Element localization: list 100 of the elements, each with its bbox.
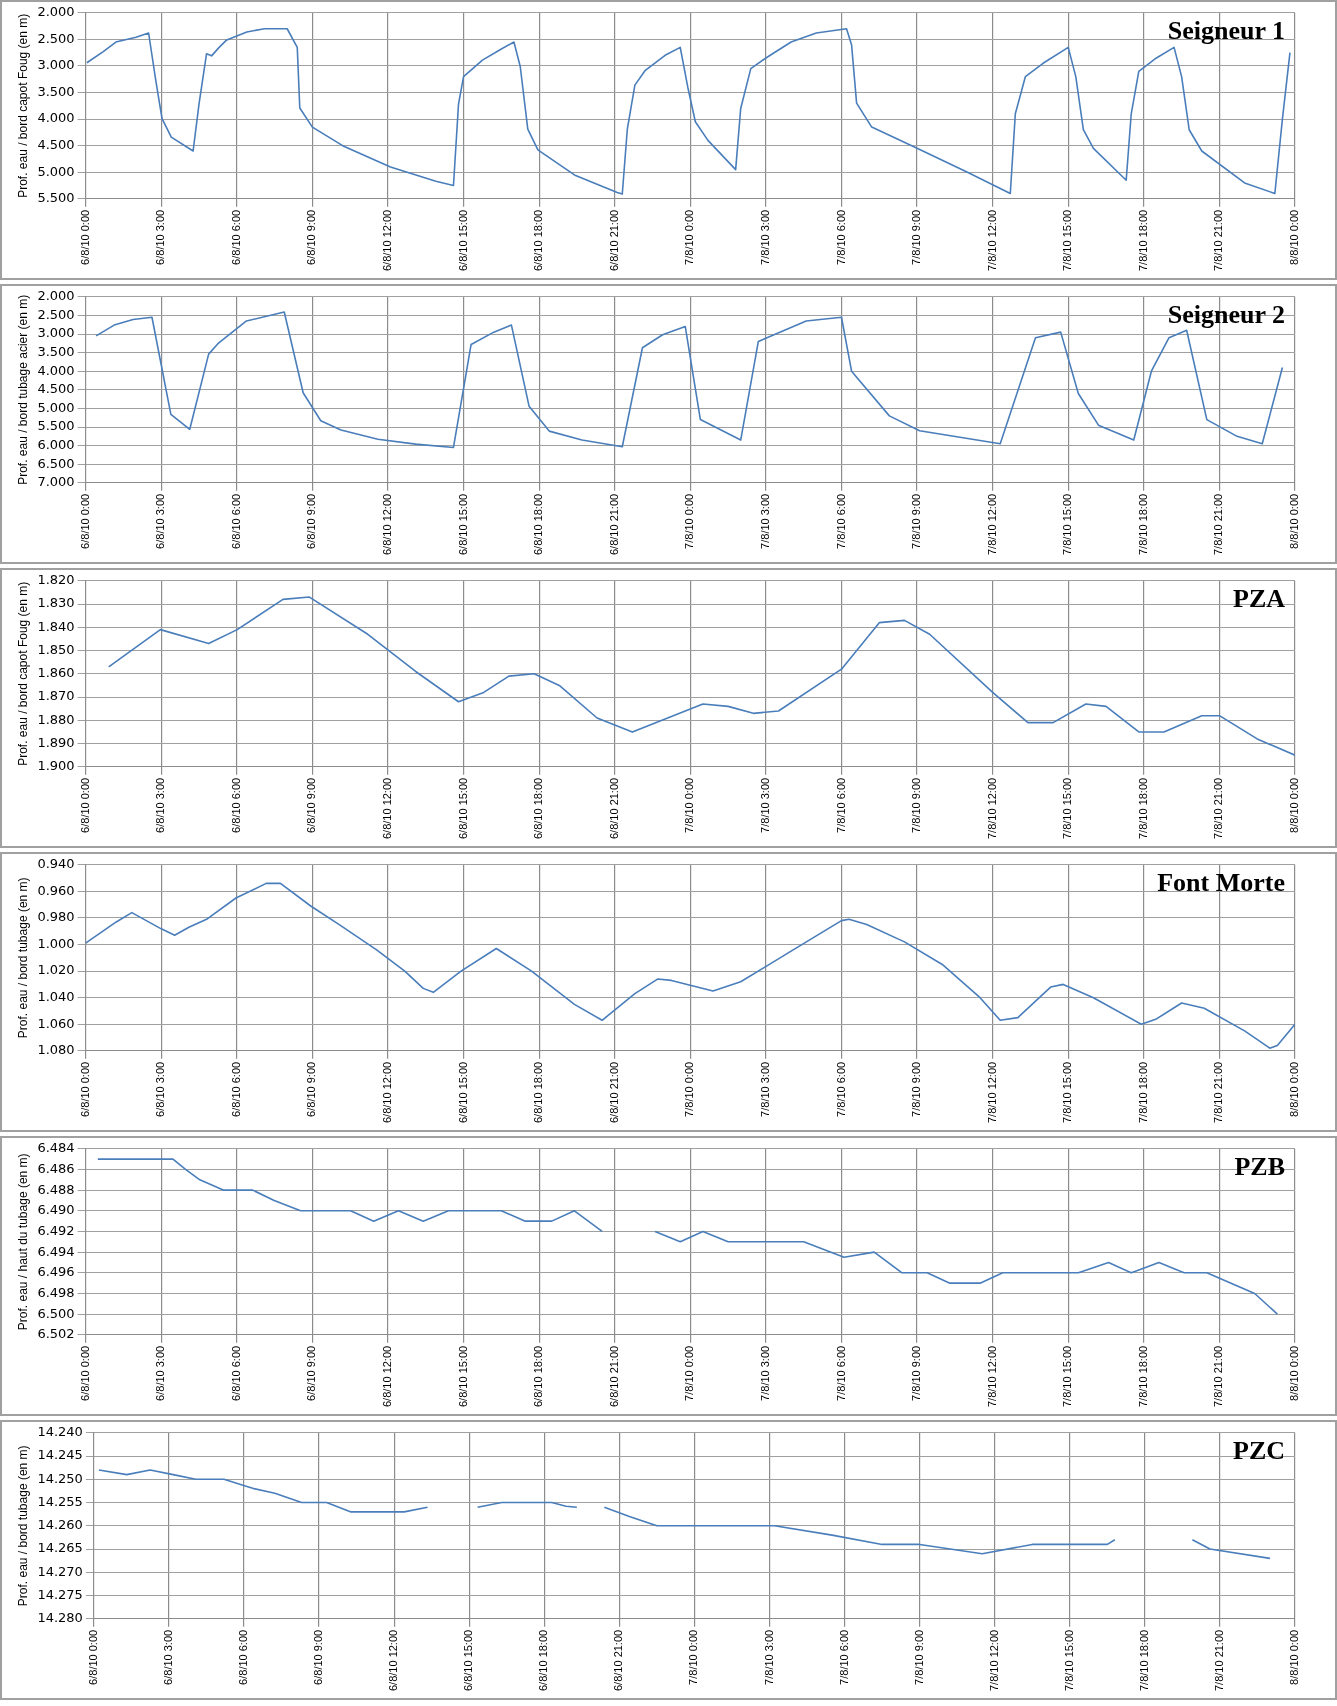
y-tick-label: 6.488 [37, 1181, 75, 1197]
x-tick-label: 7/8/10 18:00 [1137, 1629, 1150, 1692]
x-tick-label: 6/8/10 0:00 [78, 1061, 91, 1117]
y-axis-title: Prof. eau / bord capot Foug (en m) [15, 13, 30, 198]
chart-title: PZA [1233, 583, 1286, 613]
y-tick-label: 0.960 [37, 882, 75, 898]
x-tick-label: 6/8/10 21:00 [607, 493, 620, 556]
chart-title: Seigneur 1 [1167, 15, 1285, 45]
y-tick-label: 1.060 [37, 1015, 75, 1031]
x-tick-label: 7/8/10 18:00 [1136, 1061, 1149, 1124]
x-tick-label: 6/8/10 6:00 [237, 1629, 250, 1685]
y-tick-label: 1.820 [37, 572, 75, 588]
x-tick-label: 7/8/10 12:00 [985, 1345, 998, 1408]
y-tick-label: 14.280 [37, 1610, 83, 1626]
x-tick-label: 8/8/10 0:00 [1288, 493, 1301, 549]
y-tick-label: 14.275 [37, 1586, 83, 1602]
y-tick-label: 1.850 [37, 641, 75, 657]
x-tick-label: 6/8/10 9:00 [312, 1629, 325, 1685]
x-tick-label: 7/8/10 0:00 [683, 209, 696, 265]
x-tick-label: 6/8/10 9:00 [305, 1345, 318, 1401]
x-tick-label: 8/8/10 0:00 [1288, 1345, 1301, 1401]
x-tick-label: 8/8/10 0:00 [1288, 777, 1301, 833]
x-tick-label: 7/8/10 3:00 [762, 1629, 775, 1685]
y-tick-label: 6.498 [37, 1284, 75, 1300]
x-tick-label: 7/8/10 12:00 [985, 493, 998, 556]
y-tick-label: 4.500 [37, 381, 75, 397]
x-tick-label: 6/8/10 12:00 [387, 1629, 400, 1692]
y-tick-label: 0.940 [37, 856, 75, 872]
x-tick-label: 6/8/10 3:00 [161, 1629, 174, 1685]
x-tick-label: 6/8/10 0:00 [78, 1345, 91, 1401]
x-tick-label: 6/8/10 21:00 [607, 777, 620, 840]
y-axis-title: Prof. eau / bord tubage acier (en m) [15, 294, 30, 485]
y-axis-title: Prof. eau / bord tubage (en m) [15, 1445, 30, 1607]
y-tick-label: 7.000 [37, 474, 75, 490]
x-tick-label: 7/8/10 3:00 [758, 777, 771, 833]
y-tick-label: 0.980 [37, 909, 75, 925]
y-axis-title: Prof. eau / bord tubage (en m) [15, 877, 30, 1039]
x-tick-label: 6/8/10 18:00 [532, 1345, 545, 1408]
y-tick-label: 4.000 [37, 362, 75, 378]
x-tick-label: 7/8/10 15:00 [1061, 209, 1074, 272]
x-tick-label: 7/8/10 0:00 [683, 1345, 696, 1401]
y-tick-label: 14.240 [37, 1424, 83, 1440]
y-axis-title: Prof. eau / bord capot Foug (en m) [15, 581, 30, 766]
x-tick-label: 7/8/10 12:00 [985, 1061, 998, 1124]
x-tick-label: 6/8/10 9:00 [305, 209, 318, 265]
x-tick-label: 7/8/10 21:00 [1212, 1061, 1225, 1124]
x-tick-label: 6/8/10 3:00 [154, 209, 167, 265]
x-tick-label: 7/8/10 12:00 [985, 777, 998, 840]
y-tick-label: 6.500 [37, 455, 75, 471]
y-tick-label: 6.490 [37, 1202, 75, 1218]
y-tick-label: 4.500 [37, 137, 75, 153]
x-tick-label: 7/8/10 6:00 [834, 777, 847, 833]
x-tick-label: 7/8/10 18:00 [1136, 777, 1149, 840]
x-tick-label: 6/8/10 21:00 [612, 1629, 625, 1692]
x-tick-label: 7/8/10 6:00 [834, 1345, 847, 1401]
y-tick-label: 2.500 [37, 30, 75, 46]
x-tick-label: 6/8/10 21:00 [607, 1061, 620, 1124]
x-tick-label: 6/8/10 12:00 [380, 1061, 393, 1124]
x-tick-label: 6/8/10 6:00 [229, 209, 242, 265]
y-tick-label: 2.500 [37, 306, 75, 322]
x-tick-label: 7/8/10 0:00 [683, 1061, 696, 1117]
x-tick-label: 7/8/10 15:00 [1062, 1629, 1075, 1692]
x-tick-label: 6/8/10 6:00 [229, 777, 242, 833]
x-tick-label: 6/8/10 15:00 [456, 1345, 469, 1408]
x-tick-label: 7/8/10 21:00 [1212, 1629, 1225, 1692]
x-tick-label: 6/8/10 18:00 [532, 777, 545, 840]
x-tick-label: 7/8/10 0:00 [687, 1629, 700, 1685]
x-tick-label: 7/8/10 9:00 [910, 493, 923, 549]
y-tick-label: 14.260 [37, 1517, 83, 1533]
x-tick-label: 6/8/10 18:00 [537, 1629, 550, 1692]
x-tick-label: 7/8/10 15:00 [1061, 1345, 1074, 1408]
x-tick-label: 7/8/10 9:00 [910, 209, 923, 265]
x-tick-label: 6/8/10 18:00 [532, 493, 545, 556]
chart-title: PZB [1234, 1151, 1285, 1181]
y-tick-label: 6.484 [37, 1140, 75, 1156]
y-tick-label: 6.502 [37, 1326, 75, 1342]
x-tick-label: 8/8/10 0:00 [1288, 1061, 1301, 1117]
y-tick-label: 5.000 [37, 163, 75, 179]
y-tick-label: 6.496 [37, 1264, 75, 1280]
x-tick-label: 6/8/10 6:00 [229, 493, 242, 549]
x-tick-label: 6/8/10 3:00 [154, 493, 167, 549]
x-tick-label: 7/8/10 18:00 [1136, 493, 1149, 556]
x-tick-label: 7/8/10 0:00 [683, 493, 696, 549]
y-tick-label: 1.900 [37, 758, 75, 774]
x-tick-label: 6/8/10 18:00 [532, 209, 545, 272]
y-tick-label: 3.500 [37, 83, 75, 99]
x-tick-label: 6/8/10 21:00 [607, 1345, 620, 1408]
x-tick-label: 7/8/10 0:00 [683, 777, 696, 833]
x-tick-label: 6/8/10 3:00 [154, 777, 167, 833]
x-tick-label: 7/8/10 15:00 [1061, 1061, 1074, 1124]
y-tick-label: 1.080 [37, 1042, 75, 1058]
y-tick-label: 1.840 [37, 618, 75, 634]
x-tick-label: 6/8/10 21:00 [607, 209, 620, 272]
y-tick-label: 14.265 [37, 1540, 83, 1556]
x-tick-label: 7/8/10 21:00 [1212, 777, 1225, 840]
x-tick-label: 7/8/10 9:00 [912, 1629, 925, 1685]
x-tick-label: 7/8/10 9:00 [910, 1345, 923, 1401]
y-tick-label: 1.830 [37, 595, 75, 611]
chart-title: Seigneur 2 [1167, 299, 1285, 329]
x-tick-label: 6/8/10 0:00 [78, 493, 91, 549]
